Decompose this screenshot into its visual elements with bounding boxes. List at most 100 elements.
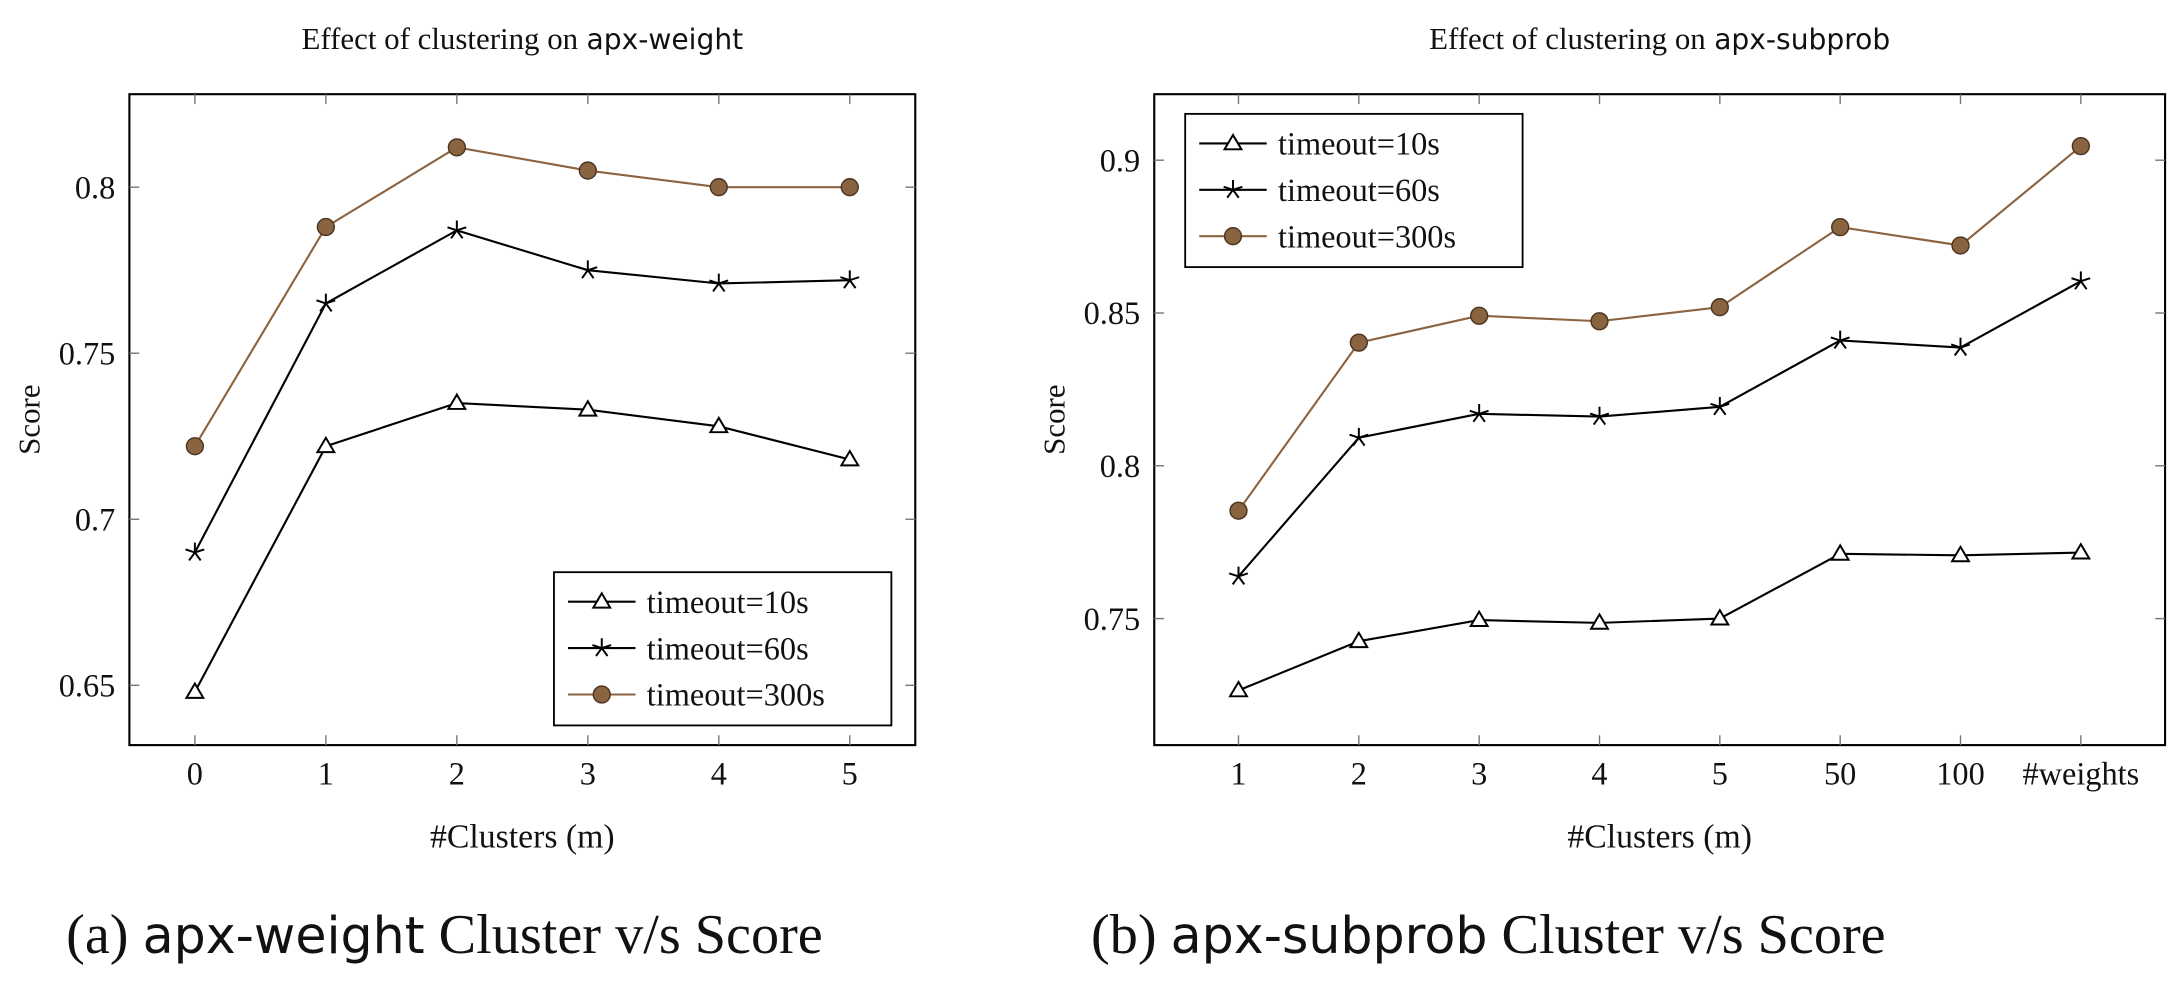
series-line (193, 146, 850, 447)
marker (1469, 609, 1490, 628)
marker (185, 437, 205, 456)
x-tick-label: 0 (187, 755, 203, 791)
x-axis-label: #Clusters (m) (1567, 819, 1752, 856)
marker (840, 178, 859, 197)
x-tick-label: 4 (1591, 755, 1607, 791)
series (185, 138, 859, 456)
caption-text: Cluster v/s Score (1502, 904, 1886, 966)
marker (578, 260, 598, 279)
caption-text: Cluster v/s Score (439, 904, 823, 966)
x-tick-label: 1 (1230, 755, 1246, 791)
series (185, 220, 860, 562)
marker (839, 449, 860, 467)
marker (1228, 680, 1249, 698)
marker (708, 415, 729, 434)
plot-frame (1153, 93, 2167, 747)
marker (840, 270, 860, 289)
legend-marker (1223, 227, 1243, 246)
x-tick-label: 5 (842, 755, 858, 791)
caption-label: (a) (66, 904, 128, 966)
marker (1349, 427, 1369, 447)
y-axis-label: Score (11, 384, 46, 454)
marker (2070, 542, 2091, 560)
y-tick-label: 0.8 (1100, 448, 1140, 484)
series (1228, 542, 2091, 698)
x-tick-label: #weights (2022, 755, 2139, 791)
legend-label: timeout=60s (1278, 172, 1440, 208)
legend-marker (1222, 133, 1244, 151)
marker (446, 392, 467, 410)
y-tick-label: 0.75 (1084, 601, 1141, 637)
x-tick-label: 4 (711, 755, 727, 791)
title-text: Effect of clustering on (1429, 21, 1706, 56)
y-tick-label: 0.8 (75, 169, 115, 205)
marker (1951, 236, 1970, 255)
x-tick-label: 50 (1824, 755, 1856, 791)
marker (2071, 137, 2090, 156)
marker (1590, 312, 1609, 331)
marker (1348, 630, 1369, 649)
series-line (1237, 145, 2082, 512)
marker (1222, 133, 1244, 151)
series (1229, 137, 2090, 520)
title-text: Effect of clustering on (301, 21, 578, 56)
title-code: apx-weight (587, 23, 744, 56)
y-axis-label: Score (1036, 384, 1071, 454)
marker (1589, 612, 1610, 630)
marker (1223, 179, 1243, 199)
legend-label: timeout=10s (647, 584, 809, 620)
x-tick-label: 2 (1351, 755, 1367, 791)
series (1228, 271, 2091, 585)
marker (1228, 566, 1249, 585)
marker (184, 681, 206, 699)
marker (709, 178, 728, 197)
x-tick-label: 3 (1471, 755, 1487, 791)
marker (1830, 330, 1850, 350)
marker (1709, 608, 1730, 626)
series (184, 392, 860, 699)
marker (185, 542, 205, 562)
marker (1589, 406, 1610, 426)
plot-frame (128, 93, 917, 747)
legend-label: timeout=60s (647, 630, 809, 666)
caption-label: (b) (1091, 904, 1157, 966)
legend-label: timeout=300s (1278, 218, 1456, 254)
chart-title: Effect of clustering on apx-weight (301, 21, 743, 56)
chart-title: Effect of clustering on apx-subprob (1429, 21, 1890, 56)
marker (1831, 217, 1850, 237)
legend-label: timeout=10s (1278, 126, 1440, 162)
marker (1470, 306, 1489, 325)
caption: (b) apx-subprob Cluster v/s Score (1091, 904, 1886, 966)
y-tick-label: 0.75 (59, 335, 116, 371)
x-tick-label: 5 (1712, 755, 1728, 791)
x-axis-label: #Clusters (m) (430, 819, 615, 856)
series-line (193, 229, 850, 553)
x-tick-label: 100 (1936, 755, 1985, 791)
marker (591, 591, 612, 609)
marker (1830, 543, 1851, 561)
series-line (193, 401, 851, 693)
legend: timeout=10s timeout=60s timeout=300s (1184, 112, 1524, 269)
title-code: apx-subprob (1714, 23, 1890, 56)
marker (2071, 271, 2091, 290)
y-tick-label: 0.65 (59, 668, 116, 704)
y-tick-label: 0.7 (75, 502, 115, 538)
legend-label: timeout=300s (647, 677, 825, 713)
marker (577, 399, 598, 417)
legend-marker (592, 638, 612, 657)
marker (1229, 501, 1248, 520)
caption: (a) apx-weight Cluster v/s Score (66, 904, 823, 966)
marker (592, 638, 612, 657)
marker (1950, 337, 1971, 357)
marker (447, 220, 467, 239)
marker (316, 293, 336, 312)
marker (1710, 396, 1730, 416)
x-tick-label: 3 (580, 755, 596, 791)
legend: timeout=10s timeout=60s timeout=300s (553, 571, 893, 727)
legend-marker (1223, 179, 1243, 199)
legend-marker (592, 685, 611, 704)
marker (315, 435, 337, 454)
marker (1349, 333, 1368, 352)
